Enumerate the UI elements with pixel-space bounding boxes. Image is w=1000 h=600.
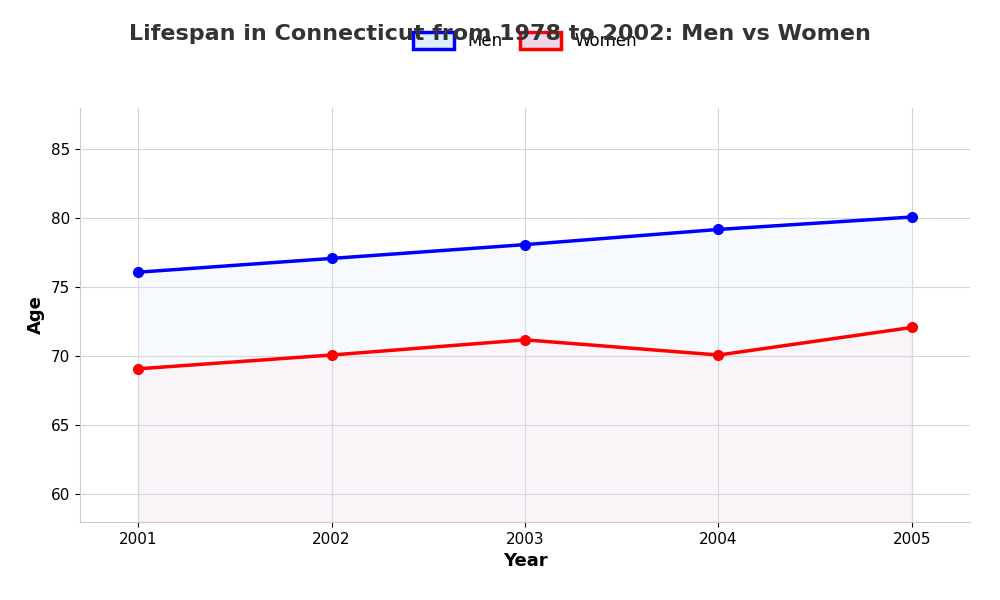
Y-axis label: Age: Age (27, 296, 45, 334)
X-axis label: Year: Year (503, 552, 547, 570)
Legend: Men, Women: Men, Women (406, 25, 644, 57)
Text: Lifespan in Connecticut from 1978 to 2002: Men vs Women: Lifespan in Connecticut from 1978 to 200… (129, 24, 871, 44)
